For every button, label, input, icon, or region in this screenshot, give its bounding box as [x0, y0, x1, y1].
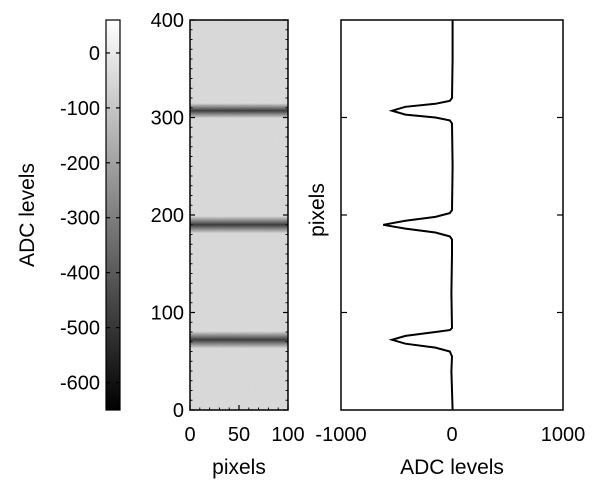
- heatmap-y-tick-label: 400: [151, 10, 184, 32]
- heatmap-x-tick-label: 0: [184, 424, 195, 446]
- profile-x-tick-label: -1000: [315, 424, 366, 446]
- profile-y-label: pixels: [306, 183, 329, 237]
- colorbar-tick-label: -200: [60, 153, 100, 175]
- profile-x-tick-label: 1000: [541, 424, 586, 446]
- profile-x-tick-label: 0: [446, 424, 457, 446]
- heatmap-noise: [190, 20, 288, 410]
- heatmap-y-tick-label: 300: [151, 108, 184, 130]
- colorbar-tick-label: -600: [60, 373, 100, 395]
- dark-band: [190, 216, 288, 234]
- profile-x-label: ADC levels: [400, 456, 504, 479]
- heatmap-bands: [190, 103, 288, 349]
- colorbar-tick-label: 0: [89, 43, 100, 65]
- heatmap-y-tick-label: 0: [173, 400, 184, 422]
- colorbar-ticks: 0 -100 -200 -300 -400 -500 -600: [60, 43, 120, 395]
- profile-y-ticks: [341, 116, 563, 314]
- dark-band: [190, 103, 288, 119]
- heatmap-panel: 0 100 200 300 400 0 50 100 pixels: [151, 10, 305, 479]
- heatmap-y-tick-label: 200: [151, 205, 184, 227]
- colorbar-tick-label: -300: [60, 208, 100, 230]
- heatmap-x-tick-label: 100: [271, 424, 304, 446]
- heatmap-x-ticks: 0 50 100: [184, 405, 305, 446]
- colorbar-tick-label: -400: [60, 263, 100, 285]
- colorbar-label: ADC levels: [16, 163, 39, 267]
- profile-line: [383, 20, 454, 411]
- profile-panel: -1000 0 1000 ADC levels pixels: [306, 19, 585, 479]
- colorbar-tick-label: -100: [60, 98, 100, 120]
- colorbar-gradient: [105, 19, 121, 411]
- heatmap-x-label: pixels: [212, 456, 266, 479]
- colorbar-tick-label: -500: [60, 318, 100, 340]
- heatmap-y-ticks: 0 100 200 300 400: [151, 10, 288, 422]
- heatmap-x-tick-label: 50: [228, 424, 250, 446]
- colorbar: 0 -100 -200 -300 -400 -500 -600 ADC levels: [16, 19, 121, 411]
- profile-x-ticks: -1000 0 1000: [315, 424, 585, 446]
- dark-band: [190, 331, 288, 349]
- heatmap-y-tick-label: 100: [151, 303, 184, 325]
